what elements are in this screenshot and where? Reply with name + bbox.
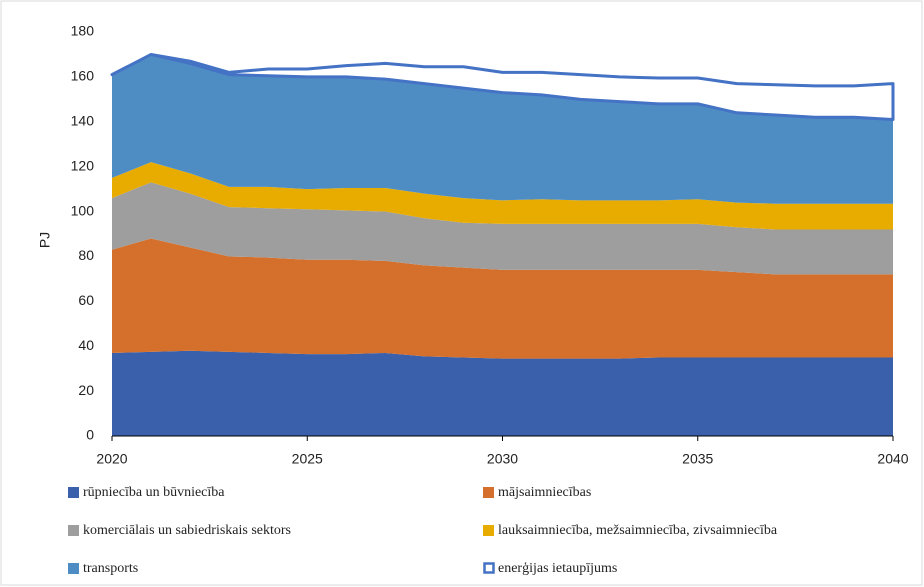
x-tick-label: 2035 — [682, 451, 713, 467]
y-tick-label: 40 — [78, 337, 94, 353]
area — [110, 52, 895, 122]
y-tick-label: 120 — [71, 157, 95, 173]
x-tick-label: 2040 — [877, 451, 908, 467]
x-tick-label: 2025 — [292, 451, 323, 467]
y-tick-label: 140 — [71, 112, 95, 128]
legend-swatch — [68, 525, 79, 536]
x-tick-label: 2030 — [487, 451, 518, 467]
y-tick-label: 160 — [71, 68, 95, 84]
legend-swatch — [68, 487, 79, 498]
legend-label: rūpniecība un būvniecība — [83, 485, 225, 500]
legend-swatch — [483, 525, 494, 536]
area — [112, 350, 893, 436]
y-tick-label: 60 — [78, 292, 94, 308]
y-tick-label: 100 — [71, 202, 95, 218]
y-tick-label: 20 — [78, 382, 94, 398]
area — [112, 54, 893, 204]
y-tick-label: 80 — [78, 247, 94, 263]
x-tick-label: 2020 — [96, 451, 127, 467]
area — [112, 182, 893, 275]
y-tick-label: 180 — [71, 23, 95, 39]
legend-swatch — [483, 487, 494, 498]
area — [112, 238, 893, 359]
legend-label: lauksaimniecība, mežsaimniecība, zivsaim… — [498, 523, 778, 538]
legend-swatch — [483, 562, 495, 574]
legend-label: komerciālais un sabiedriskais sektors — [83, 523, 291, 538]
legend-swatch — [68, 563, 79, 574]
legend-label: enerģijas ietaupījums — [498, 560, 617, 576]
area — [112, 162, 893, 230]
legend-label: transports — [83, 561, 138, 576]
y-axis-label: PJ — [37, 232, 53, 248]
legend-label: mājsaimniecības — [498, 485, 591, 500]
y-tick-label: 0 — [86, 427, 94, 443]
